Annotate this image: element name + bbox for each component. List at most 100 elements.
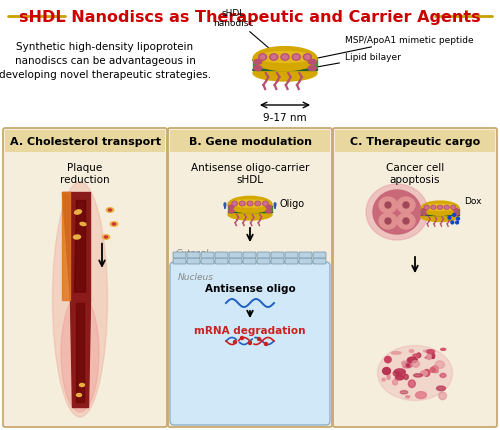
Ellipse shape — [379, 214, 397, 230]
Ellipse shape — [397, 214, 415, 230]
Ellipse shape — [281, 55, 289, 61]
Text: mRNA degradation: mRNA degradation — [194, 325, 306, 335]
Ellipse shape — [228, 206, 234, 209]
FancyBboxPatch shape — [170, 262, 330, 425]
Ellipse shape — [427, 350, 434, 353]
Ellipse shape — [266, 210, 272, 213]
Ellipse shape — [258, 52, 312, 63]
Ellipse shape — [294, 56, 298, 60]
FancyBboxPatch shape — [313, 252, 326, 258]
Ellipse shape — [444, 206, 449, 210]
Ellipse shape — [232, 202, 237, 206]
Ellipse shape — [425, 357, 434, 359]
FancyBboxPatch shape — [313, 258, 326, 264]
Text: Synthetic high-density lipoprotein
nanodiscs can be advantageous in
developing n: Synthetic high-density lipoprotein nanod… — [0, 42, 211, 80]
Ellipse shape — [430, 368, 436, 372]
Ellipse shape — [282, 56, 288, 60]
Ellipse shape — [240, 203, 244, 206]
FancyBboxPatch shape — [243, 258, 256, 264]
Ellipse shape — [400, 391, 407, 394]
Ellipse shape — [416, 353, 420, 358]
Text: Antisense oligo-carrier
sHDL: Antisense oligo-carrier sHDL — [191, 163, 309, 184]
Ellipse shape — [232, 200, 268, 208]
Ellipse shape — [456, 221, 458, 224]
Ellipse shape — [424, 350, 432, 353]
Ellipse shape — [403, 218, 409, 224]
Ellipse shape — [373, 190, 421, 234]
Ellipse shape — [453, 214, 456, 217]
Ellipse shape — [435, 361, 444, 369]
Ellipse shape — [422, 213, 426, 216]
Ellipse shape — [445, 206, 448, 209]
Ellipse shape — [426, 206, 428, 209]
Ellipse shape — [435, 370, 438, 373]
Ellipse shape — [416, 392, 426, 399]
Ellipse shape — [112, 224, 116, 225]
Ellipse shape — [432, 206, 435, 209]
Ellipse shape — [451, 221, 454, 224]
Ellipse shape — [254, 60, 262, 65]
FancyBboxPatch shape — [299, 258, 312, 264]
Text: Cancer cell
apoptosis: Cancer cell apoptosis — [386, 163, 444, 184]
Ellipse shape — [396, 371, 406, 378]
Ellipse shape — [248, 342, 252, 345]
Ellipse shape — [80, 223, 86, 226]
Ellipse shape — [266, 206, 272, 209]
Ellipse shape — [422, 209, 426, 212]
Ellipse shape — [382, 368, 390, 375]
Text: Dox: Dox — [456, 196, 481, 209]
Ellipse shape — [392, 380, 398, 385]
Ellipse shape — [104, 237, 108, 239]
Ellipse shape — [264, 343, 268, 346]
FancyBboxPatch shape — [173, 252, 186, 258]
FancyBboxPatch shape — [168, 129, 332, 427]
Ellipse shape — [397, 197, 415, 214]
FancyBboxPatch shape — [257, 258, 270, 264]
Ellipse shape — [421, 212, 459, 222]
Ellipse shape — [454, 209, 458, 212]
Ellipse shape — [52, 183, 108, 417]
FancyBboxPatch shape — [5, 131, 165, 153]
FancyBboxPatch shape — [299, 252, 312, 258]
FancyBboxPatch shape — [173, 258, 186, 264]
FancyBboxPatch shape — [271, 258, 284, 264]
FancyBboxPatch shape — [215, 258, 228, 264]
Ellipse shape — [253, 47, 317, 71]
FancyBboxPatch shape — [229, 258, 242, 264]
Ellipse shape — [432, 366, 438, 373]
Ellipse shape — [74, 236, 80, 240]
Polygon shape — [253, 61, 317, 71]
Ellipse shape — [406, 396, 410, 398]
Ellipse shape — [424, 206, 429, 210]
Ellipse shape — [256, 203, 260, 206]
Text: sHDL Nanodiscs as Therapeutic and Carrier Agents: sHDL Nanodiscs as Therapeutic and Carrie… — [19, 9, 481, 25]
Ellipse shape — [272, 56, 276, 60]
Ellipse shape — [438, 392, 446, 400]
Text: MSP/ApoA1 mimetic peptide: MSP/ApoA1 mimetic peptide — [316, 35, 474, 59]
Ellipse shape — [253, 66, 317, 82]
Ellipse shape — [228, 210, 234, 213]
Ellipse shape — [270, 55, 278, 61]
Ellipse shape — [80, 384, 84, 387]
Ellipse shape — [412, 361, 420, 367]
FancyBboxPatch shape — [201, 252, 214, 258]
Text: sHDL
nanodisc: sHDL nanodisc — [213, 9, 275, 54]
Ellipse shape — [451, 206, 456, 210]
Ellipse shape — [394, 369, 406, 375]
FancyBboxPatch shape — [187, 252, 200, 258]
Text: Antisense oligo: Antisense oligo — [204, 283, 296, 293]
Text: Cytosol: Cytosol — [176, 249, 210, 258]
Ellipse shape — [424, 205, 456, 211]
Ellipse shape — [413, 354, 420, 357]
Ellipse shape — [432, 353, 434, 359]
FancyBboxPatch shape — [170, 131, 330, 153]
Ellipse shape — [406, 364, 410, 367]
Text: A. Cholesterol transport: A. Cholesterol transport — [10, 137, 160, 147]
Ellipse shape — [404, 375, 408, 380]
Ellipse shape — [414, 374, 422, 377]
Ellipse shape — [404, 362, 412, 368]
FancyBboxPatch shape — [3, 129, 167, 427]
Ellipse shape — [304, 55, 312, 61]
Ellipse shape — [402, 361, 408, 366]
Ellipse shape — [258, 55, 266, 61]
